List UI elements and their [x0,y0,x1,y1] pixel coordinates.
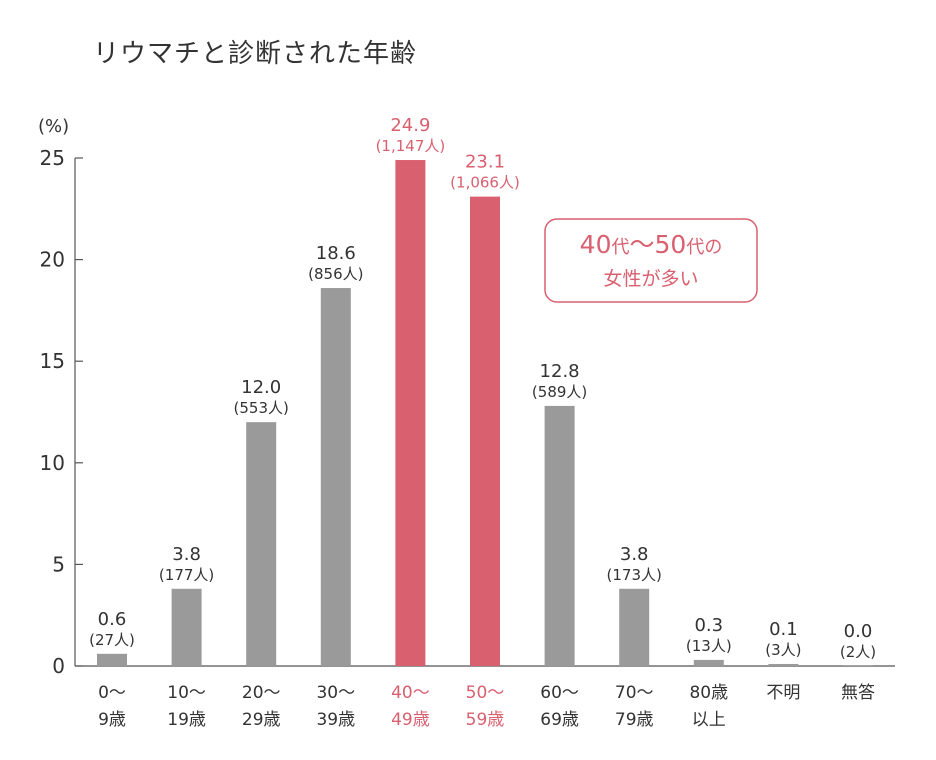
x-tick-label: 80歳 [689,683,728,703]
bar-count-label: (3人) [765,641,801,659]
callout-line1-part: 代 [686,237,704,258]
x-tick-label: 30〜 [316,683,355,703]
bar [395,160,426,667]
x-tick-label: 不明 [766,683,800,703]
bar-value-label: 0.0 [844,621,873,642]
bar-value-label: 0.1 [769,619,798,640]
y-tick-label: 15 [40,349,65,373]
x-tick-label: 79歳 [615,710,654,730]
y-tick-label: 0 [52,654,65,678]
x-tick-label: 10〜 [167,683,206,703]
x-tick-label: 9歳 [98,710,126,730]
bar-count-label: (173人) [607,566,662,584]
x-tick-label: 59歳 [466,710,505,730]
bar-count-label: (1,147人) [376,137,446,155]
y-tick-label: 10 [40,451,65,475]
bar-value-label: 12.0 [241,377,281,398]
bar-value-label: 3.8 [620,544,649,565]
bar-count-label: (13人) [686,637,732,655]
x-tick-label: 70〜 [615,683,654,703]
y-tick-label: 5 [52,552,65,576]
bar [246,422,277,666]
bar-value-label: 3.8 [172,544,201,565]
bar-value-label: 23.1 [465,152,505,173]
bar [544,405,575,666]
bar-layer: 0.6(27人)0〜9歳3.8(177人)10〜19歳12.0(553人)20〜… [89,115,876,730]
callout-line2: 女性が多い [603,268,698,290]
y-tick-label: 25 [40,146,65,170]
bar [843,665,873,666]
bar-count-label: (589人) [532,383,587,401]
callout-line1-part: の [704,237,722,258]
chart-title: リウマチと診断された年齢 [93,39,417,69]
bar [470,196,500,666]
bar-count-label: (2人) [840,643,876,661]
bar-count-label: (1,066人) [450,174,520,192]
x-tick-label: 39歳 [316,710,355,730]
bar-count-label: (553人) [234,399,289,417]
bar-count-label: (856人) [308,265,363,283]
x-tick-label: 60〜 [540,683,579,703]
bar-value-label: 0.3 [694,615,723,636]
bar [97,653,127,666]
callout-line1-part: 40 [580,230,612,259]
callout-line1: 40代〜50代の [580,230,723,259]
bar-value-label: 24.9 [390,115,430,136]
y-axis-unit: (%) [38,116,69,137]
bar [768,663,799,666]
x-tick-label: 40〜 [391,683,430,703]
bar-count-label: (177人) [159,566,214,584]
x-tick-label: 無答 [841,683,875,703]
callout-box [544,218,758,303]
callout: 40代〜50代の 女性が多い [544,218,758,303]
bar-value-label: 18.6 [316,243,356,264]
bar [619,588,650,666]
callout-line1-part: 代 [611,237,629,258]
bar-value-label: 0.6 [98,609,127,630]
x-tick-label: 29歳 [242,710,281,730]
y-tick-label: 20 [40,248,65,272]
x-tick-label: 20〜 [242,683,281,703]
callout-line1-part: 〜 [629,230,654,259]
x-tick-label: 69歳 [540,710,579,730]
x-tick-label: 以上 [692,710,726,730]
axis-layer: 0 5 10 15 20 25 [40,146,895,678]
bar-count-label: (27人) [89,631,135,649]
callout-line1-part: 50 [655,230,687,259]
bar-value-label: 12.8 [540,361,580,382]
x-tick-label: 49歳 [391,710,430,730]
x-tick-label: 0〜 [98,683,126,703]
bar [171,588,202,666]
x-tick-label: 19歳 [167,710,206,730]
bar [693,659,724,666]
bar [320,288,351,666]
x-tick-label: 50〜 [466,683,505,703]
